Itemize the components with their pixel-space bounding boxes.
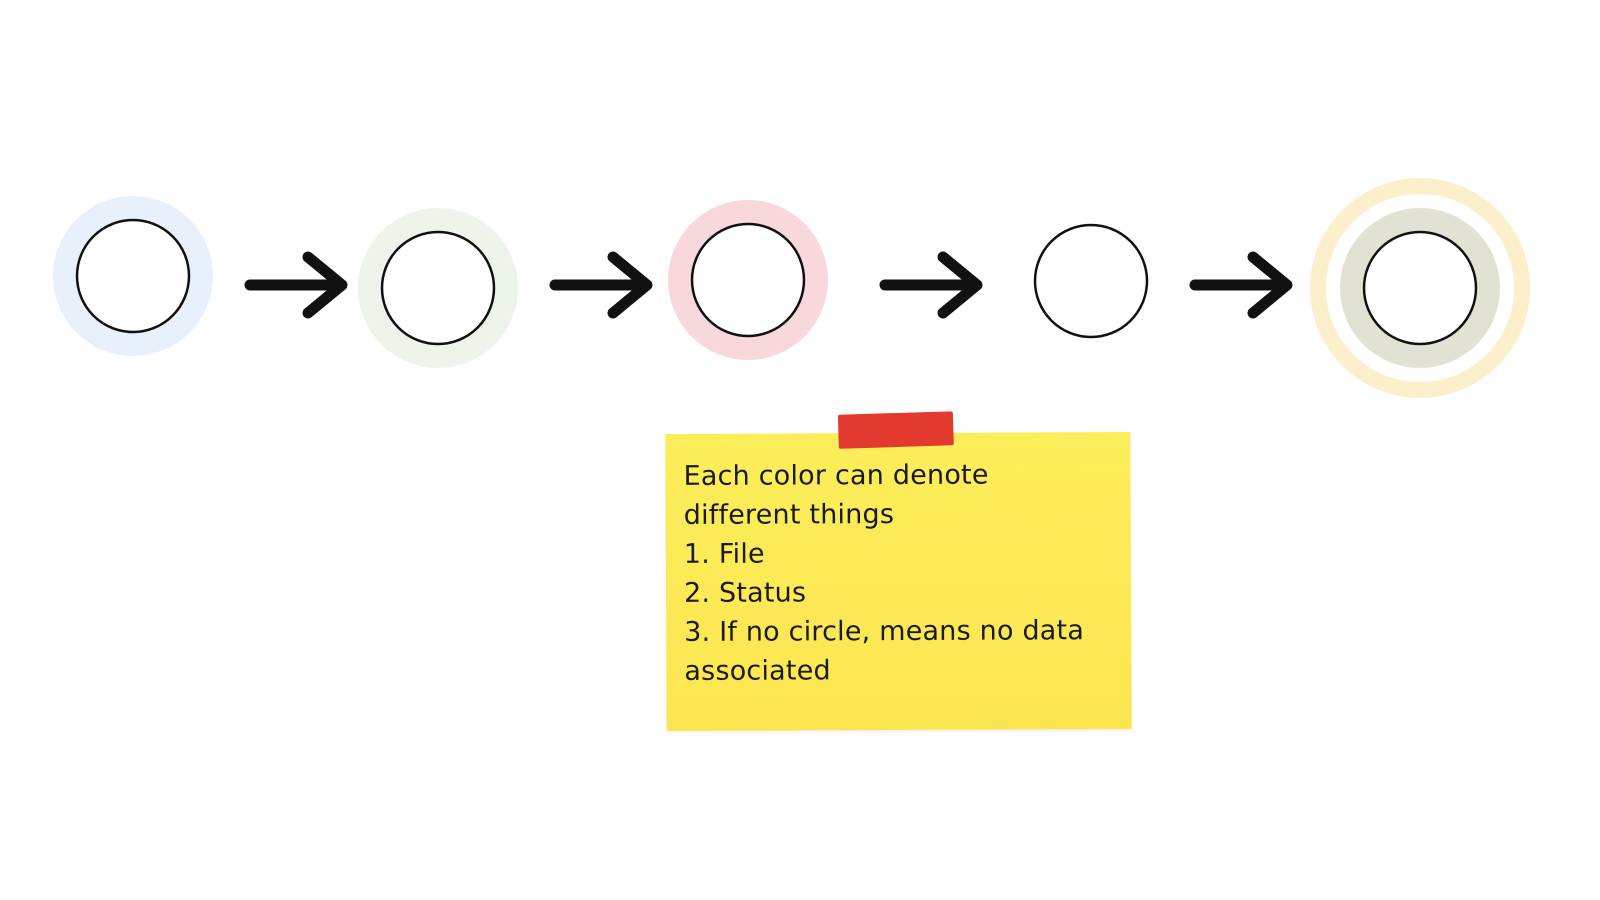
flow-node-3 bbox=[668, 200, 828, 360]
note-line: 1. File bbox=[683, 538, 765, 570]
note-line: 3. If no circle, means no data bbox=[684, 615, 1085, 648]
flow-node-1 bbox=[53, 196, 213, 356]
note-line: associated bbox=[684, 655, 831, 687]
note-line: different things bbox=[683, 499, 895, 531]
note-line: 2. Status bbox=[683, 577, 807, 609]
node-circle bbox=[1033, 223, 1149, 339]
node-circle bbox=[690, 222, 806, 338]
node-circle bbox=[380, 230, 496, 346]
flow-node-2 bbox=[358, 208, 518, 368]
node-circle bbox=[75, 218, 191, 334]
node-circle bbox=[1362, 230, 1478, 346]
tape-strip bbox=[837, 411, 954, 449]
note-text: Each color can denote different things 1… bbox=[683, 455, 1115, 691]
flow-node-4 bbox=[1033, 223, 1149, 339]
flow-node-5 bbox=[1310, 178, 1530, 398]
arrow-icon bbox=[244, 251, 348, 319]
note-line: Each color can denote bbox=[683, 459, 989, 492]
arrow-icon bbox=[879, 251, 983, 319]
sticky-note: Each color can denote different things 1… bbox=[665, 411, 1132, 732]
arrow-icon bbox=[549, 251, 653, 319]
arrow-icon bbox=[1189, 251, 1293, 319]
